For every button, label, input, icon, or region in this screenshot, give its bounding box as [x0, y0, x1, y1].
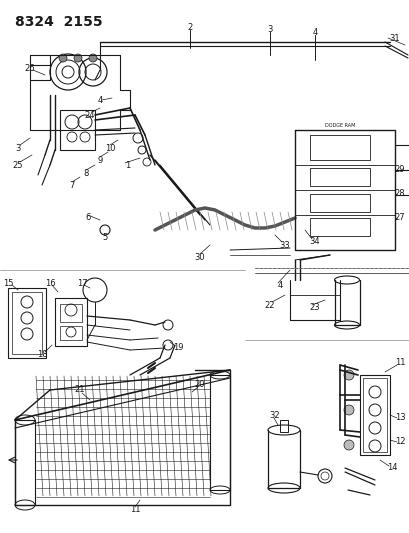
Text: 22: 22: [264, 301, 274, 310]
Circle shape: [343, 370, 353, 380]
Text: 23: 23: [309, 303, 319, 312]
Bar: [8, 288, 46, 358]
Text: 10: 10: [104, 143, 115, 152]
Text: 19: 19: [172, 343, 183, 352]
Text: 32: 32: [269, 411, 280, 421]
Bar: [309, 135, 369, 160]
Text: 29: 29: [394, 166, 404, 174]
Text: 24: 24: [85, 110, 95, 119]
Text: 17: 17: [76, 279, 87, 287]
Text: 4: 4: [97, 95, 102, 104]
Circle shape: [89, 54, 97, 62]
Bar: [309, 168, 369, 186]
Bar: [279, 420, 287, 432]
Text: 3: 3: [15, 143, 20, 152]
Text: 34: 34: [309, 238, 319, 246]
Text: 25: 25: [13, 160, 23, 169]
Text: 1: 1: [125, 161, 130, 171]
Text: 2: 2: [187, 22, 192, 31]
Text: 13: 13: [394, 414, 405, 423]
Bar: [362, 378, 386, 452]
Text: 8324  2155: 8324 2155: [15, 15, 102, 29]
Text: 31: 31: [389, 34, 399, 43]
Circle shape: [74, 54, 82, 62]
Text: 7: 7: [69, 181, 74, 190]
Circle shape: [343, 440, 353, 450]
Bar: [60, 326, 82, 340]
Text: 16: 16: [45, 279, 55, 287]
Text: 30: 30: [194, 254, 205, 262]
Text: DODGE RAM: DODGE RAM: [324, 123, 354, 127]
Text: 28: 28: [394, 190, 405, 198]
Text: 5: 5: [102, 233, 107, 243]
Text: 20: 20: [194, 381, 205, 390]
Text: 18: 18: [36, 351, 47, 359]
Text: 8: 8: [83, 168, 88, 177]
Text: 21: 21: [74, 385, 85, 394]
Circle shape: [59, 54, 67, 62]
Bar: [60, 110, 95, 150]
Text: 11: 11: [394, 359, 404, 367]
Bar: [309, 218, 369, 236]
Text: 15: 15: [3, 279, 13, 288]
Text: 26: 26: [25, 63, 35, 72]
Text: 4: 4: [277, 281, 282, 290]
Circle shape: [343, 405, 353, 415]
Text: 14: 14: [386, 464, 396, 472]
Bar: [60, 304, 82, 322]
Bar: [12, 292, 42, 354]
Text: 27: 27: [394, 214, 405, 222]
Text: 9: 9: [97, 156, 102, 165]
Text: 33: 33: [279, 240, 290, 249]
Text: 6: 6: [85, 214, 90, 222]
Text: 4: 4: [312, 28, 317, 36]
Text: 12: 12: [394, 438, 404, 447]
Text: 3: 3: [267, 25, 272, 34]
Bar: [359, 375, 389, 455]
Bar: [55, 298, 87, 346]
Bar: [309, 194, 369, 212]
Text: 11: 11: [129, 505, 140, 514]
